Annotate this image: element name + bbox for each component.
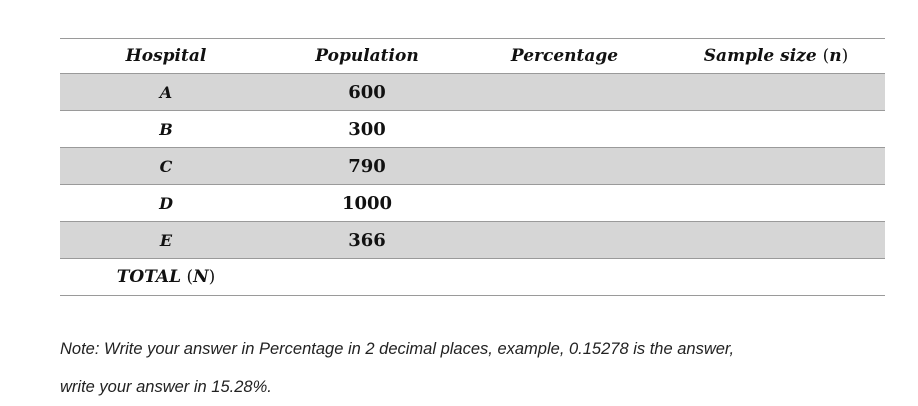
total-close-paren: )	[208, 267, 216, 287]
population-cell: 600	[272, 73, 462, 111]
percentage-cell[interactable]	[462, 221, 667, 259]
sample-size-cell[interactable]	[667, 73, 885, 111]
total-label: TOTAL	[116, 267, 182, 287]
header-sample-size: Sample size (n)	[667, 38, 885, 74]
total-var: N	[193, 267, 209, 287]
sample-size-cell[interactable]	[667, 147, 885, 185]
table-row-e: E 366	[60, 221, 885, 259]
total-population-cell[interactable]	[272, 258, 462, 296]
sample-size-cell[interactable]	[667, 110, 885, 148]
instruction-note: Note: Write your answer in Percentage in…	[60, 330, 900, 406]
sample-size-table: Hospital Population Percentage Sample si…	[60, 38, 885, 296]
population-cell: 366	[272, 221, 462, 259]
table-row-c: C 790	[60, 147, 885, 185]
sample-size-cell[interactable]	[667, 184, 885, 222]
header-sample-size-open-paren: (	[822, 46, 830, 66]
header-sample-size-label: Sample size	[703, 46, 817, 66]
table-body: A 600 B 300 C 790 D 1000	[60, 73, 885, 296]
hospital-cell: A	[60, 73, 272, 111]
note-line-1: Note: Write your answer in Percentage in…	[60, 340, 735, 358]
percentage-cell[interactable]	[462, 184, 667, 222]
percentage-cell[interactable]	[462, 110, 667, 148]
sample-size-cell[interactable]	[667, 221, 885, 259]
total-percentage-cell[interactable]	[462, 258, 667, 296]
percentage-cell[interactable]	[462, 73, 667, 111]
note-line-2: write your answer in 15.28%.	[60, 378, 272, 396]
sample-size-table-container: Hospital Population Percentage Sample si…	[60, 38, 885, 296]
total-label-cell: TOTAL (N)	[60, 258, 272, 296]
table-row-total: TOTAL (N)	[60, 258, 885, 296]
population-cell: 1000	[272, 184, 462, 222]
percentage-cell[interactable]	[462, 147, 667, 185]
header-row: Hospital Population Percentage Sample si…	[60, 38, 885, 74]
total-sample-size-cell[interactable]	[667, 258, 885, 296]
header-hospital: Hospital	[60, 38, 272, 74]
population-cell: 790	[272, 147, 462, 185]
header-sample-size-close-paren: )	[841, 46, 849, 66]
hospital-cell: E	[60, 221, 272, 259]
total-open-paren: (	[186, 267, 194, 287]
hospital-cell: B	[60, 110, 272, 148]
table-row-a: A 600	[60, 73, 885, 111]
table-row-b: B 300	[60, 110, 885, 148]
header-population: Population	[272, 38, 462, 74]
table-header: Hospital Population Percentage Sample si…	[60, 38, 885, 74]
table-row-d: D 1000	[60, 184, 885, 222]
hospital-cell: C	[60, 147, 272, 185]
header-sample-size-var: n	[829, 46, 842, 66]
header-percentage: Percentage	[462, 38, 667, 74]
hospital-cell: D	[60, 184, 272, 222]
population-cell: 300	[272, 110, 462, 148]
